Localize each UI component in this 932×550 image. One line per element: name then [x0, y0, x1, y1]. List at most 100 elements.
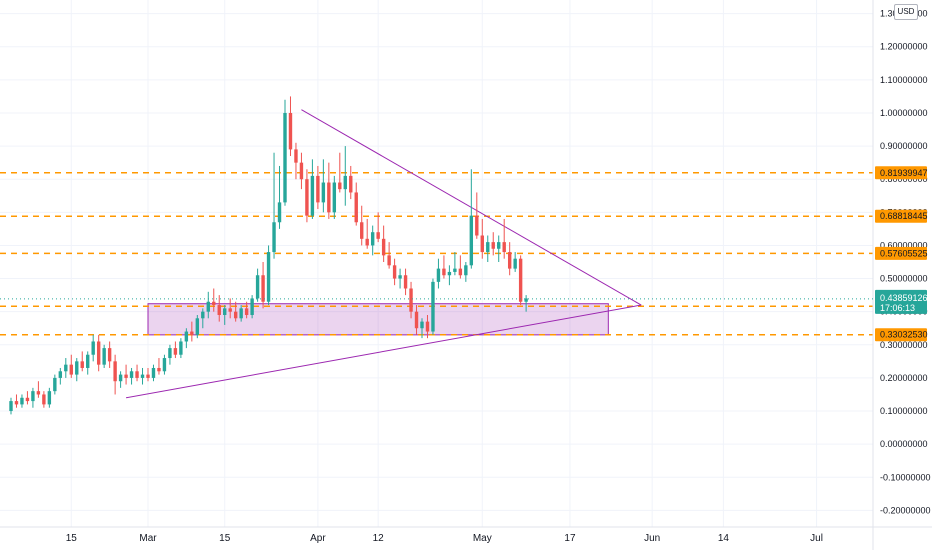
time-tick-label: 14 — [718, 533, 730, 544]
price-tick-label: -0.20000000 — [880, 505, 931, 515]
candle-body — [518, 258, 523, 302]
candle-body — [464, 265, 468, 276]
time-tick-label: 12 — [373, 533, 385, 544]
candle-body — [403, 275, 408, 289]
price-tick-label: 1.10000000 — [880, 75, 928, 85]
candle-body — [277, 202, 282, 223]
candle-body — [151, 367, 156, 378]
candle-body — [343, 175, 347, 190]
candle-body — [47, 391, 52, 405]
candle-body — [162, 358, 167, 372]
candle-body — [135, 371, 139, 378]
price-level-label-bg — [875, 166, 927, 180]
price-tick-label: 1.00000000 — [880, 108, 928, 118]
price-tick-label: 1.20000000 — [880, 42, 928, 52]
price-tick-label: 0.10000000 — [880, 406, 928, 416]
candle-body — [425, 321, 430, 332]
candle-body — [480, 235, 484, 253]
price-level-label: 0.57605525 — [880, 248, 928, 258]
time-tick-label: Apr — [310, 533, 326, 544]
candle-body — [310, 175, 315, 216]
candle-body — [239, 308, 243, 319]
candle-body — [250, 298, 254, 315]
candle-body — [261, 275, 265, 302]
candle-body — [299, 162, 304, 180]
candle-body — [321, 182, 326, 203]
candle-body — [502, 242, 506, 253]
time-tick-label: Jul — [810, 533, 823, 544]
candle-body — [436, 268, 441, 282]
price-axis-labels: 0.819399470.688184450.576055250.41621150… — [0, 166, 928, 342]
current-price-label: 0.43859126 — [880, 293, 928, 303]
candle-body — [453, 268, 457, 272]
candle-body — [75, 361, 79, 375]
candle-body — [381, 238, 386, 256]
candle-body — [129, 371, 134, 378]
candle-body — [255, 275, 260, 299]
candle-body — [349, 175, 353, 193]
price-tick-label: 0.50000000 — [880, 274, 928, 284]
candle-body — [206, 301, 210, 312]
price-level-label-bg — [875, 328, 927, 342]
candle-body — [201, 311, 205, 319]
currency-badge[interactable]: USD — [894, 4, 918, 20]
candle-body — [113, 361, 117, 382]
price-tick-label: 0.00000000 — [880, 439, 928, 449]
candle-body — [168, 348, 172, 359]
candle-body — [431, 281, 435, 332]
candle-body — [272, 222, 276, 253]
candle-body — [387, 255, 391, 266]
time-tick-label: 15 — [66, 533, 78, 544]
time-tick-label: May — [473, 533, 492, 544]
candle-body — [354, 192, 358, 223]
candle-body — [233, 311, 238, 319]
candle-body — [409, 288, 413, 312]
price-tick-label: 0.60000000 — [880, 240, 928, 250]
candle-body — [64, 364, 68, 372]
candle-body — [14, 401, 19, 405]
price-level-label-bg — [875, 246, 927, 260]
price-tick-label: 0.20000000 — [880, 373, 928, 383]
price-tick-label: 0.30000000 — [880, 340, 928, 350]
candle-body — [288, 112, 293, 150]
price-level-label: 0.81939947 — [880, 168, 928, 178]
candle-body — [316, 175, 320, 203]
time-tick-label: 17 — [564, 533, 576, 544]
candle-body — [327, 182, 331, 213]
candle-body — [475, 215, 479, 236]
candle-body — [420, 321, 424, 329]
candle-body — [124, 374, 128, 378]
candlesticks — [9, 96, 528, 415]
price-axis[interactable]: 1.300000001.200000001.100000001.00000000… — [880, 9, 931, 516]
candle-body — [31, 391, 35, 402]
candle-body — [414, 311, 419, 329]
candle-body — [497, 242, 501, 249]
candle-body — [9, 401, 13, 412]
countdown-label: 17:06:13 — [880, 303, 915, 313]
candle-body — [283, 112, 287, 203]
candle-body — [458, 268, 463, 276]
candle-body — [524, 298, 528, 302]
candle-body — [58, 371, 63, 378]
candle-body — [392, 265, 397, 279]
time-tick-label: 15 — [219, 533, 231, 544]
candle-body — [486, 242, 490, 253]
candle-body — [25, 397, 30, 402]
chart-grid — [0, 0, 873, 527]
time-axis[interactable]: 15 Mar 15 Apr 12 May 17 Jun 14 Jul — [66, 533, 823, 544]
candle-body — [228, 308, 232, 312]
current-price-tag-bg — [875, 289, 927, 314]
candle-body — [217, 305, 221, 315]
candle-body — [157, 367, 161, 372]
candle-body — [80, 361, 84, 368]
candle-body — [86, 354, 90, 368]
candle-body — [513, 258, 517, 269]
candle-body — [212, 301, 216, 306]
candle-body — [190, 331, 194, 335]
candle-body — [305, 179, 309, 216]
candle-body — [69, 364, 73, 375]
support-zone — [147, 303, 609, 336]
candle-body — [195, 318, 200, 335]
candle-body — [376, 232, 380, 239]
